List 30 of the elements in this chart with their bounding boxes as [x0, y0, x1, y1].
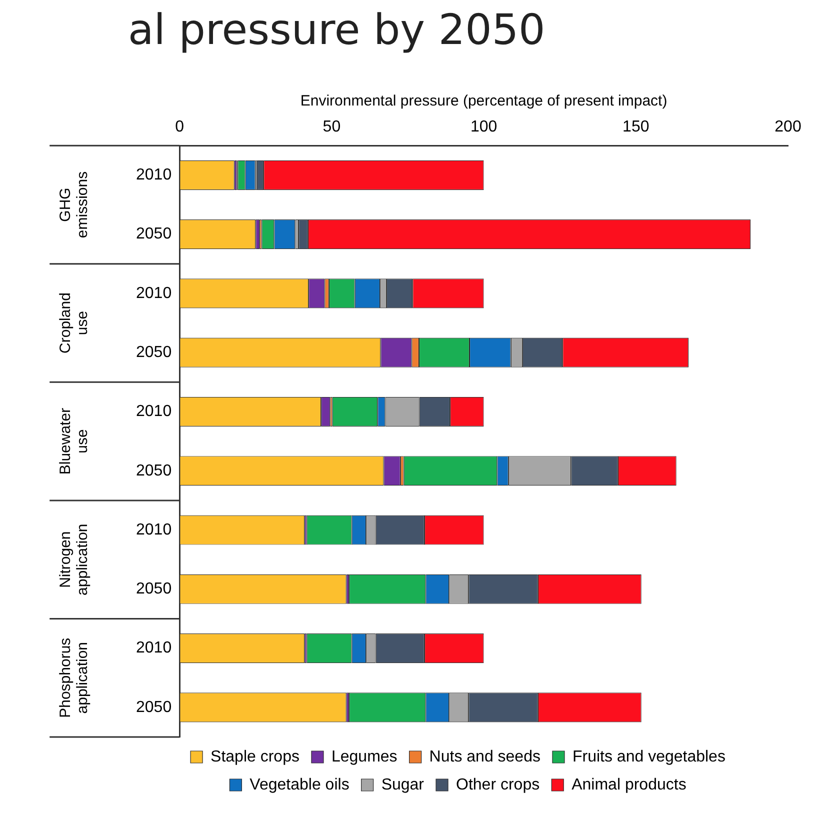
x-axis-title: Environmental pressure (percentage of present impact): [300, 92, 668, 110]
y-tick-label: 2010: [136, 166, 172, 184]
text: Phosphorus application: [57, 638, 92, 718]
text: Nitrogen application: [57, 524, 92, 596]
chart-title: al pressure by 2050: [128, 5, 546, 54]
y-tick-label: 2010: [136, 284, 172, 302]
legend-label: Vegetable oils: [250, 776, 350, 794]
y-tick-label: 2050: [136, 580, 172, 598]
legend-label: Staple crops: [210, 748, 300, 766]
x-tick-label: 100: [470, 118, 498, 136]
y-tick-label: 2050: [136, 462, 172, 480]
y-tick-label: 2050: [136, 344, 172, 361]
x-tick-label: 0: [175, 118, 184, 136]
legend-label: Other crops: [456, 776, 540, 794]
y-tick-label: 2050: [136, 226, 172, 243]
y-tick-label: 2010: [136, 403, 172, 420]
legend-label: Fruits and vegetables: [572, 748, 726, 766]
y-tick-label: 2010: [136, 521, 172, 538]
x-tick-label: 150: [622, 118, 650, 136]
y-tick-label: 2050: [136, 698, 172, 716]
text: Cropland use: [57, 292, 92, 354]
text: GHG emissions: [57, 171, 92, 238]
x-tick-label: 200: [774, 118, 802, 136]
legend-label: Nuts and seeds: [429, 748, 540, 766]
legend-label: Sugar: [381, 776, 425, 794]
x-tick-label: 50: [322, 118, 341, 136]
y-tick-label: 2010: [136, 640, 172, 657]
text: Bluewater use: [57, 408, 92, 475]
legend-label: Legumes: [331, 748, 398, 766]
legend-label: Animal products: [572, 776, 686, 794]
